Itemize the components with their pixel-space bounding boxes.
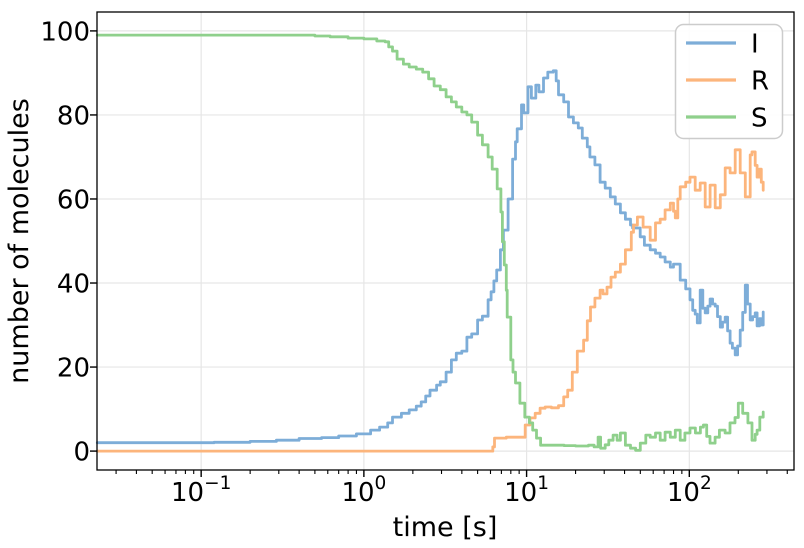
y-tick-label: 100 [40,17,90,47]
y-tick-label: 60 [57,185,90,215]
legend-label-I: I [751,30,759,60]
x-tick-label: 100 [341,473,386,508]
axis-ticks [90,30,788,477]
series-line-S [95,33,765,452]
axes-spines [96,11,795,471]
y-axis-label: number of molecules [4,98,35,384]
tick-labels: 10−1 100 101 102 0 20 40 60 80 100 [40,17,711,508]
y-tick-label: 40 [57,270,90,300]
y-tick-label: 80 [57,101,90,131]
series-line-I [95,69,765,445]
y-tick-label: 0 [73,438,90,468]
series-lines [95,33,765,453]
x-axis-label: time [s] [393,512,498,543]
legend-label-S: S [751,104,768,134]
legend-label-R: R [751,67,769,97]
x-tick-label: 102 [667,473,712,508]
x-tick-label: 101 [504,473,549,508]
series-line-R [95,148,765,453]
x-tick-label: 10−1 [171,473,231,508]
legend: I R S [674,23,784,140]
y-tick-label: 20 [57,354,90,384]
